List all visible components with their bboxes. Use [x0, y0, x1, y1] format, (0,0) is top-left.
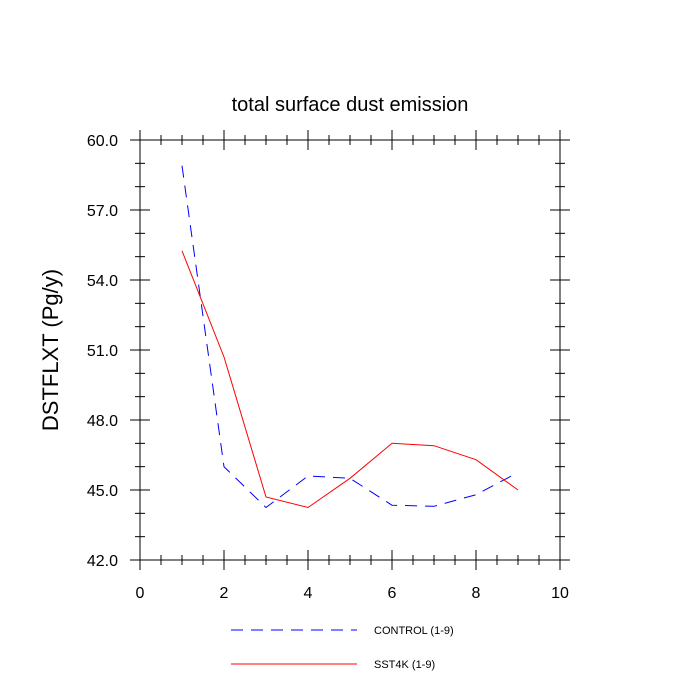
- y-tick-label: 45.0: [87, 483, 118, 500]
- x-tick-label: 0: [136, 585, 145, 602]
- series-layer: [181, 165, 519, 509]
- series-line-control-1-9: [181, 165, 519, 509]
- legend-label-sst4k-1-9: SST4K (1-9): [374, 659, 435, 671]
- y-tick-label: 57.0: [87, 203, 118, 220]
- x-tick-label: 2: [220, 585, 229, 602]
- series-line-sst4k-1-9: [181, 250, 519, 509]
- y-tick-label: 48.0: [87, 413, 118, 430]
- legend-label-control-1-9: CONTROL (1-9): [374, 625, 454, 637]
- y-tick-label: 51.0: [87, 343, 118, 360]
- y-tick-labels: 42.0 45.0 48.0 51.0 54.0 57.0 60.0: [87, 133, 118, 570]
- axis-ticks: [130, 130, 570, 570]
- x-tick-label: 4: [304, 585, 313, 602]
- y-tick-label: 42.0: [87, 553, 118, 570]
- x-tick-labels: 0 2 4 6 8 10: [136, 585, 569, 602]
- chart-title: total surface dust emission: [232, 94, 469, 116]
- y-axis-label: DSTFLXT (Pg/y): [38, 269, 63, 431]
- y-tick-label: 60.0: [87, 133, 118, 150]
- plot-frame: [139, 139, 561, 561]
- x-tick-label: 6: [388, 585, 397, 602]
- x-tick-label: 10: [551, 585, 569, 602]
- y-tick-label: 54.0: [87, 273, 118, 290]
- x-tick-label: 8: [472, 585, 481, 602]
- legend: CONTROL (1-9) SST4K (1-9): [231, 625, 454, 671]
